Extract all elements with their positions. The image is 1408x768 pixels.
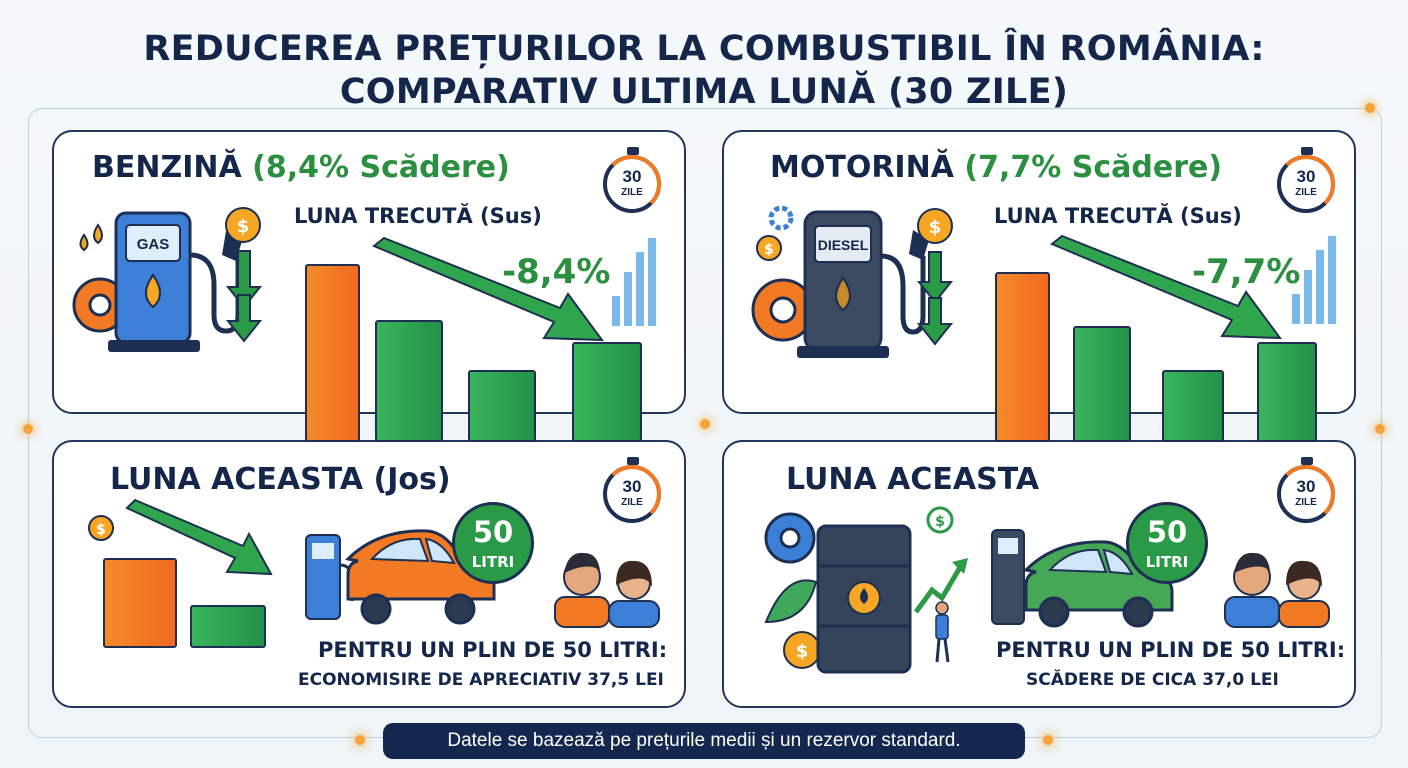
benzina-name: BENZINĂ [92, 150, 242, 185]
motorina-bar-last-month [995, 272, 1050, 442]
oil-barrel-illustration: $ $ [764, 506, 968, 674]
benzina-subtitle: LUNA TRECUTĂ (Sus) [294, 204, 542, 228]
benzina-now-title: LUNA ACEASTA (Jos) [110, 462, 451, 497]
motorina-now-title: LUNA ACEASTA [786, 462, 1040, 497]
pump-label: DIESEL [818, 237, 869, 253]
motorina-name: MOTORINĂ [770, 150, 954, 185]
benzina-drop-label: (8,4% Scădere) [252, 150, 510, 185]
svg-text:$: $ [96, 522, 106, 538]
benzina-bar-2 [375, 320, 443, 442]
stopwatch-icon: 30 ZILE [603, 147, 661, 213]
diesel-pump-icon: $ DIESEL $ [751, 205, 954, 358]
benzina-now-bar-after [190, 605, 266, 648]
glow-dot [1365, 103, 1375, 113]
motorina-savings-line2: SCĂDERE DE CICA 37,0 LEI [1026, 670, 1279, 690]
title-line-1: REDUCEREA PREȚURILOR LA COMBUSTIBIL ÎN R… [143, 29, 1265, 69]
dollar-coin-icon: $ [88, 515, 114, 541]
liters-badge: 50 LITRI [1126, 502, 1208, 584]
motorina-bar-4 [1257, 342, 1317, 442]
trend-arrow-icon [1050, 234, 1283, 340]
car-pump-illustration [305, 529, 496, 625]
motorina-title: MOTORINĂ (7,7% Scădere) [770, 150, 1222, 185]
stopwatch-icon: 30 ZILE [1277, 457, 1335, 523]
fuel-pump-icon: GAS $ [72, 207, 263, 352]
benzina-bar-4 [572, 342, 642, 442]
stopwatch-icon: 30 ZILE [603, 457, 661, 523]
people-icon [554, 552, 660, 628]
stopwatch-icon: 30 ZILE [1277, 147, 1335, 213]
liters-badge: 50 LITRI [452, 502, 534, 584]
glow-dot [700, 419, 710, 429]
title-line-2: COMPARATIV ULTIMA LUNĂ (30 ZILE) [339, 72, 1069, 112]
page-title: REDUCEREA PREȚURILOR LA COMBUSTIBIL ÎN R… [0, 28, 1408, 114]
motorina-drop-label: (7,7% Scădere) [964, 150, 1223, 185]
glow-dot [23, 424, 33, 434]
trend-arrow-icon [372, 236, 605, 342]
footer-note: Datele se bazează pe prețurile medii și … [383, 723, 1025, 759]
glow-dot [355, 735, 365, 745]
benzina-now-bar-before [103, 558, 177, 648]
benzina-bar-3 [468, 370, 536, 442]
svg-text:$: $ [796, 641, 809, 662]
motorina-savings-line1: PENTRU UN PLIN DE 50 LITRI: [996, 638, 1346, 662]
motorina-subtitle: LUNA TRECUTĂ (Sus) [994, 204, 1242, 228]
svg-text:$: $ [237, 216, 250, 237]
motorina-bar-3 [1162, 370, 1224, 442]
benzina-savings-line1: PENTRU UN PLIN DE 50 LITRI: [318, 638, 668, 662]
pump-label: GAS [137, 236, 170, 253]
svg-text:$: $ [935, 514, 945, 530]
mini-bars-icon [1292, 236, 1336, 324]
glow-dot [1375, 424, 1385, 434]
svg-text:$: $ [764, 242, 774, 258]
people-icon [1224, 552, 1330, 628]
benzina-savings-line2: ECONOMISIRE DE APRECIATIV 37,5 LEI [298, 670, 664, 690]
svg-text:$: $ [929, 217, 942, 238]
glow-dot [1043, 735, 1053, 745]
benzina-bar-last-month [305, 264, 360, 442]
car-pump-illustration [991, 529, 1174, 628]
motorina-percent: -7,7% [1192, 252, 1301, 292]
mini-bars-icon [612, 238, 656, 326]
motorina-bar-2 [1073, 326, 1131, 442]
benzina-title: BENZINĂ (8,4% Scădere) [92, 150, 510, 185]
trend-arrow-icon [125, 498, 273, 576]
benzina-percent: -8,4% [502, 252, 611, 292]
